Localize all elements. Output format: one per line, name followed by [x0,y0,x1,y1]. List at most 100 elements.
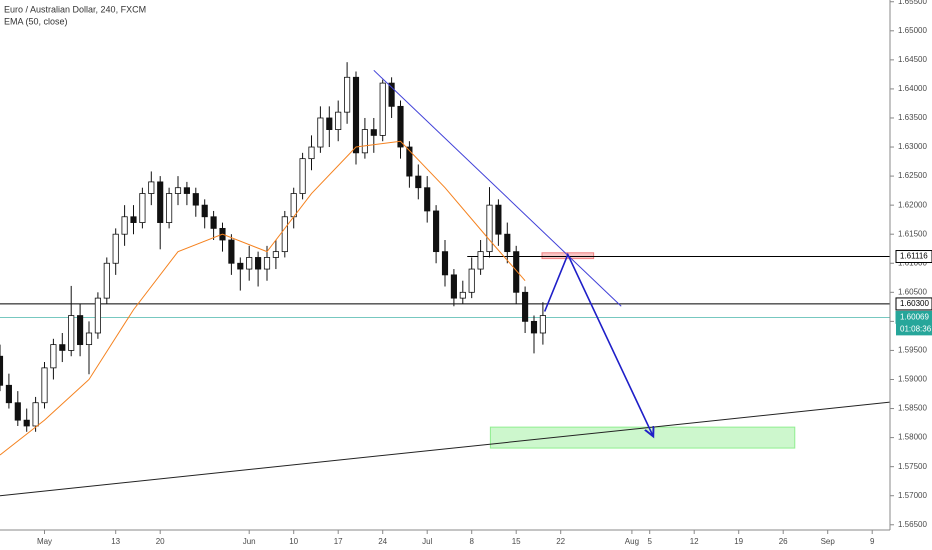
candle-body [433,210,440,253]
candle-body [522,291,529,322]
candle-body [530,320,538,334]
x-tick-label: 15 [512,537,521,546]
candle-body [290,193,297,218]
candle-body [5,384,12,404]
candle-body [281,216,288,253]
y-tick-label: 1.56500 [898,520,927,529]
candle-body [424,187,431,212]
candle-body [468,268,475,293]
candle-body [406,146,413,177]
candle-body [32,402,39,427]
candle-body [210,216,217,229]
candle-body [255,257,262,270]
x-tick-label: Aug [625,537,639,546]
indicator-label: EMA (50, close) [4,16,68,26]
candle-body [352,76,360,154]
candle-body [272,251,279,258]
price-label-box [895,297,932,311]
candle-body [94,297,101,334]
y-tick-label: 1.63500 [898,113,927,122]
candle-body [415,175,422,189]
candle-body [228,239,235,264]
candle-body [166,193,173,223]
y-tick-label: 1.59500 [898,346,927,355]
y-tick-label: 1.61500 [898,229,927,238]
countdown-box [896,323,932,336]
candle-body [335,111,342,130]
x-tick-label: Sep [821,537,836,546]
candle-body [0,355,4,386]
candle-body [459,291,466,299]
y-tick-label: 1.62000 [898,200,927,209]
y-tick-label: 1.64000 [898,84,927,93]
x-tick-label: 10 [289,537,298,546]
candle-body [85,332,93,346]
candle-body [68,315,75,351]
x-tick-label: 9 [870,537,875,546]
x-tick-label: May [37,537,52,546]
candle-body [139,193,146,223]
price-label: 1.60069 [900,312,929,321]
zone-box [489,426,796,449]
candle-body [308,146,315,160]
candle-body [192,193,199,206]
candle-body [183,187,190,194]
y-tick-label: 1.65000 [898,26,927,35]
candle-body [201,204,208,218]
candle-body [148,181,155,194]
x-tick-label: 19 [734,537,743,546]
candle-body [59,344,66,351]
price-label: 1.61116 [900,252,928,261]
x-tick-label: 13 [111,537,120,546]
x-tick-label: 22 [556,537,565,546]
candle-body [388,82,395,107]
candle-body [495,204,502,235]
x-tick-label: 17 [334,537,343,546]
candle-body [50,344,57,369]
y-tick-label: 1.64500 [898,55,927,64]
candle-body [450,274,457,299]
candle-body [344,76,351,113]
candle-body [397,105,404,148]
candle-body [326,117,333,130]
candle-body [361,129,368,154]
candle-body [370,129,377,136]
candle-body [317,117,324,148]
y-tick-label: 1.65500 [898,0,927,6]
candle-body [539,315,546,334]
y-tick-label: 1.58000 [898,433,927,442]
candle-body [103,262,110,299]
candle-body [41,367,48,404]
trend-line [0,401,891,497]
x-tick-label: 24 [378,537,387,546]
trend-line [373,69,622,307]
y-tick-label: 1.57500 [898,462,927,471]
candle-body [237,262,244,270]
x-tick-label: 12 [690,537,699,546]
x-tick-label: 26 [779,537,788,546]
countdown: 01:08:36 [900,324,932,333]
candle-body [121,216,128,235]
x-tick-label: Jun [243,537,256,546]
x-tick-label: Jul [422,537,432,546]
candle-body [23,419,30,427]
y-tick-label: 1.58500 [898,404,927,413]
candle-body [441,251,449,276]
y-tick-label: 1.63000 [898,142,927,151]
candle-body [299,158,306,194]
candle-body [263,257,271,270]
candle-body [477,251,484,270]
y-tick-label: 1.57000 [898,491,927,500]
y-tick-label: 1.62500 [898,171,927,180]
candle-body [77,315,84,346]
plot-area [0,62,891,497]
y-tick-label: 1.59000 [898,375,927,384]
x-tick-label: 20 [156,537,165,546]
candle-body [379,82,386,136]
candle-body [174,187,182,194]
x-tick-label: 8 [469,537,474,546]
candle-body [246,257,253,270]
candle-body [157,181,164,223]
